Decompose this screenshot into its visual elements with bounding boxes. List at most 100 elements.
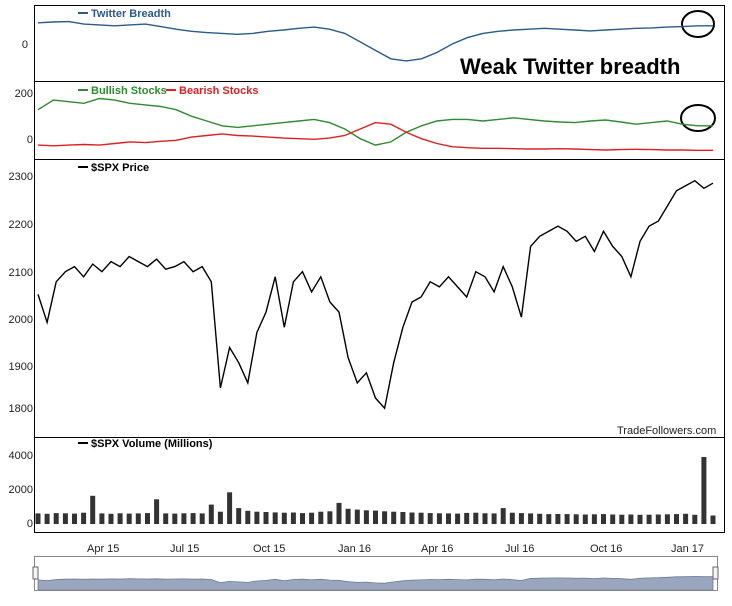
volume-bar — [664, 514, 670, 524]
volume-bar — [409, 512, 415, 524]
volume-bar — [619, 514, 625, 524]
volume-bar — [290, 512, 296, 524]
volume-bar — [336, 502, 342, 524]
watermark-text: TradeFollowers.com — [617, 425, 716, 437]
volume-bar — [90, 495, 96, 524]
breadth-legend: Twitter Breadth — [78, 8, 171, 20]
y-tick: 0 — [27, 518, 33, 530]
y-tick: 2300 — [9, 171, 33, 183]
volume-bar — [473, 512, 479, 524]
volume-bar — [72, 513, 77, 524]
navigator-right-handle[interactable] — [712, 566, 719, 580]
x-tick: Jan 17 — [671, 543, 704, 555]
volume-bar — [345, 508, 351, 524]
volume-bar — [108, 513, 114, 524]
x-tick: Jul 16 — [505, 543, 534, 555]
volume-bar — [327, 511, 333, 524]
volume-bar — [81, 512, 87, 524]
y-axis-bull-bear: 200 0 — [15, 88, 33, 146]
volume-bar — [646, 514, 652, 524]
bearish-stocks-line — [37, 121, 713, 152]
y-tick: 2100 — [9, 267, 33, 279]
volume-bar — [126, 513, 132, 524]
volume-bar — [464, 512, 470, 524]
volume-bar — [363, 510, 369, 524]
volume-bar — [254, 511, 260, 524]
volume-legend: $SPX Volume (Millions) — [78, 438, 213, 450]
x-tick: Apr 16 — [421, 543, 453, 555]
breadth-panel — [34, 5, 725, 82]
volume-bar — [300, 513, 305, 524]
volume-bar — [546, 514, 552, 524]
volume-bar — [391, 511, 397, 524]
y-tick: 1900 — [9, 361, 33, 373]
y-tick: 2000 — [9, 484, 33, 496]
volume-bar — [44, 513, 50, 524]
volume-bar — [62, 513, 68, 524]
highlight-circle-bullish — [680, 104, 716, 132]
y-tick: 0 — [22, 39, 28, 51]
volume-bar — [637, 514, 643, 524]
y-tick: 200 — [15, 88, 33, 100]
twitter-breadth-line — [37, 20, 713, 62]
volume-bar — [692, 514, 698, 524]
volume-bar — [509, 512, 515, 524]
y-tick: 2200 — [9, 219, 33, 231]
x-tick: Jan 16 — [338, 543, 371, 555]
navigator-left-handle[interactable] — [32, 566, 39, 580]
legend-bullish-stocks: Bullish Stocks — [91, 85, 167, 97]
volume-bar — [208, 504, 214, 524]
volume-bar — [564, 514, 570, 524]
volume-bar — [573, 514, 579, 524]
annotation-text: Weak Twitter breadth — [460, 54, 680, 79]
volume-bar — [655, 514, 661, 524]
volume-bar — [135, 513, 141, 524]
volume-bar — [482, 513, 488, 524]
navigator-area — [37, 576, 714, 591]
y-tick: 2000 — [9, 314, 33, 326]
x-tick: Apr 15 — [87, 543, 119, 555]
volume-bar — [537, 513, 543, 524]
volume-bar — [217, 511, 223, 524]
y-axis-volume: 4000 2000 0 — [9, 450, 33, 530]
bull-bear-legend: Bullish Stocks Bearish Stocks — [78, 85, 258, 97]
volume-bar — [710, 515, 716, 524]
volume-bar — [455, 513, 461, 524]
volume-bar — [190, 513, 196, 524]
x-tick: Oct 16 — [590, 543, 622, 555]
legend-spx-volume: $SPX Volume (Millions) — [91, 438, 213, 450]
legend-bearish-stocks: Bearish Stocks — [179, 85, 258, 97]
volume-bar — [427, 513, 433, 524]
y-axis-breadth: 0 — [22, 39, 28, 51]
volume-bar — [281, 512, 287, 524]
volume-bar — [555, 514, 561, 524]
volume-bar — [354, 509, 360, 524]
volume-bar — [318, 511, 324, 524]
volume-bar — [528, 513, 534, 524]
volume-bar — [610, 514, 616, 524]
volume-bar — [491, 513, 497, 524]
spx-price-line — [37, 179, 714, 410]
legend-twitter-breadth: Twitter Breadth — [91, 8, 171, 20]
volume-bar — [53, 513, 59, 524]
volume-bar — [163, 513, 169, 524]
bullish-stocks-line — [37, 97, 713, 146]
x-axis: Apr 15 Jul 15 Oct 15 Jan 16 Apr 16 Jul 1… — [87, 543, 704, 555]
volume-bar — [382, 511, 388, 524]
volume-bar — [309, 512, 315, 524]
volume-bar — [683, 513, 689, 524]
volume-bar — [400, 512, 406, 524]
y-tick: 1800 — [9, 403, 33, 415]
volume-bar — [99, 513, 105, 524]
volume-bar — [263, 512, 269, 524]
volume-bar — [236, 508, 242, 524]
volume-bar — [227, 492, 233, 524]
y-tick: 4000 — [9, 450, 33, 462]
legend-spx-price: $SPX Price — [91, 162, 149, 174]
volume-bar — [701, 457, 707, 524]
volume-bar — [674, 514, 679, 524]
volume-bar — [154, 499, 160, 524]
volume-bar — [518, 513, 524, 524]
volume-bar — [181, 513, 187, 524]
volume-bar — [35, 513, 41, 524]
